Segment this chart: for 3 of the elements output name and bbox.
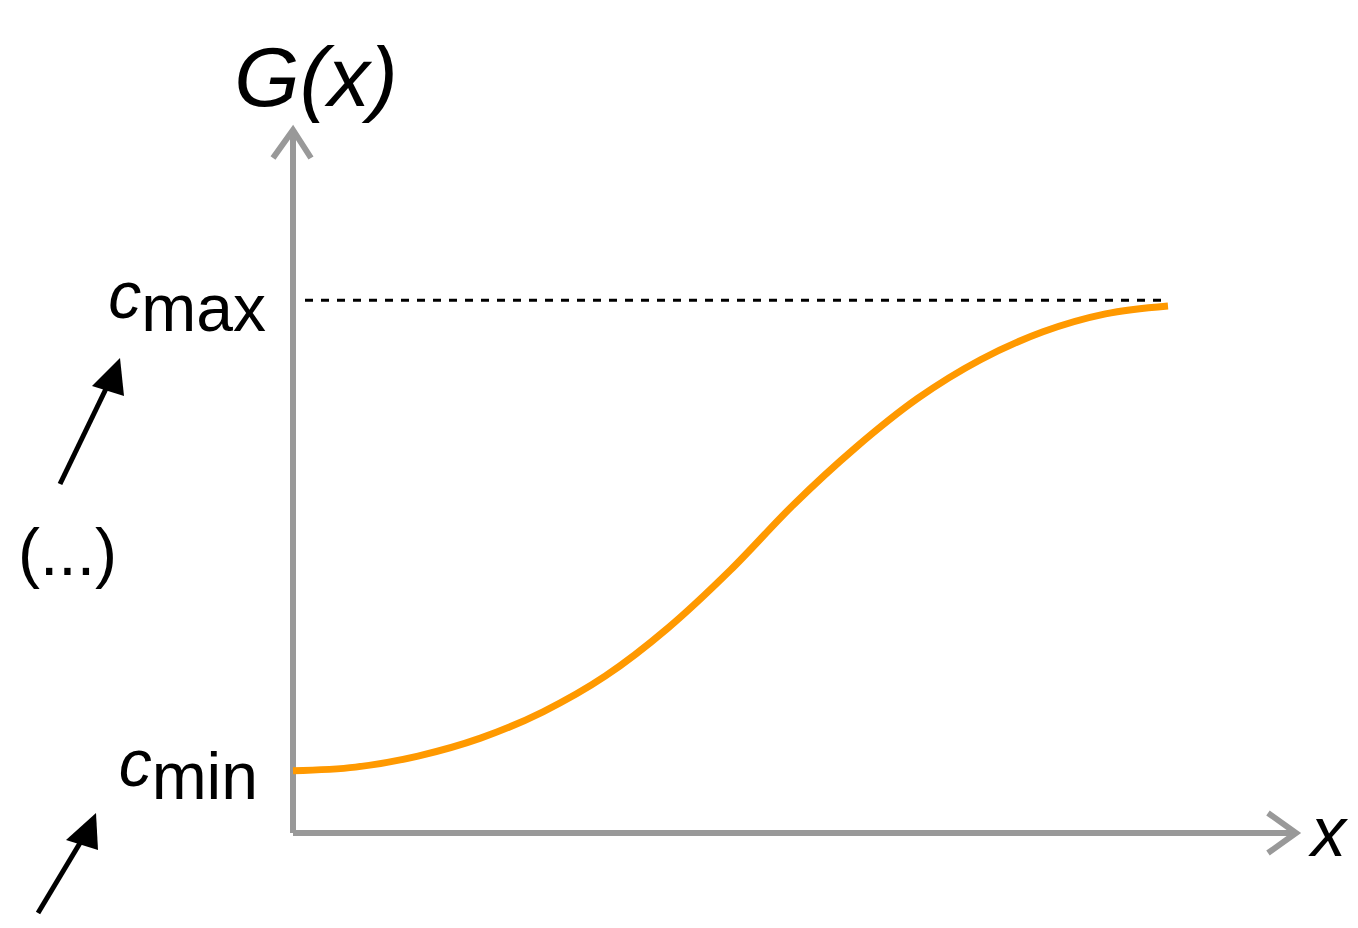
- text: (...): [18, 515, 117, 589]
- x-axis-title: x: [1308, 793, 1349, 871]
- y-axis-title: G(x): [234, 30, 398, 124]
